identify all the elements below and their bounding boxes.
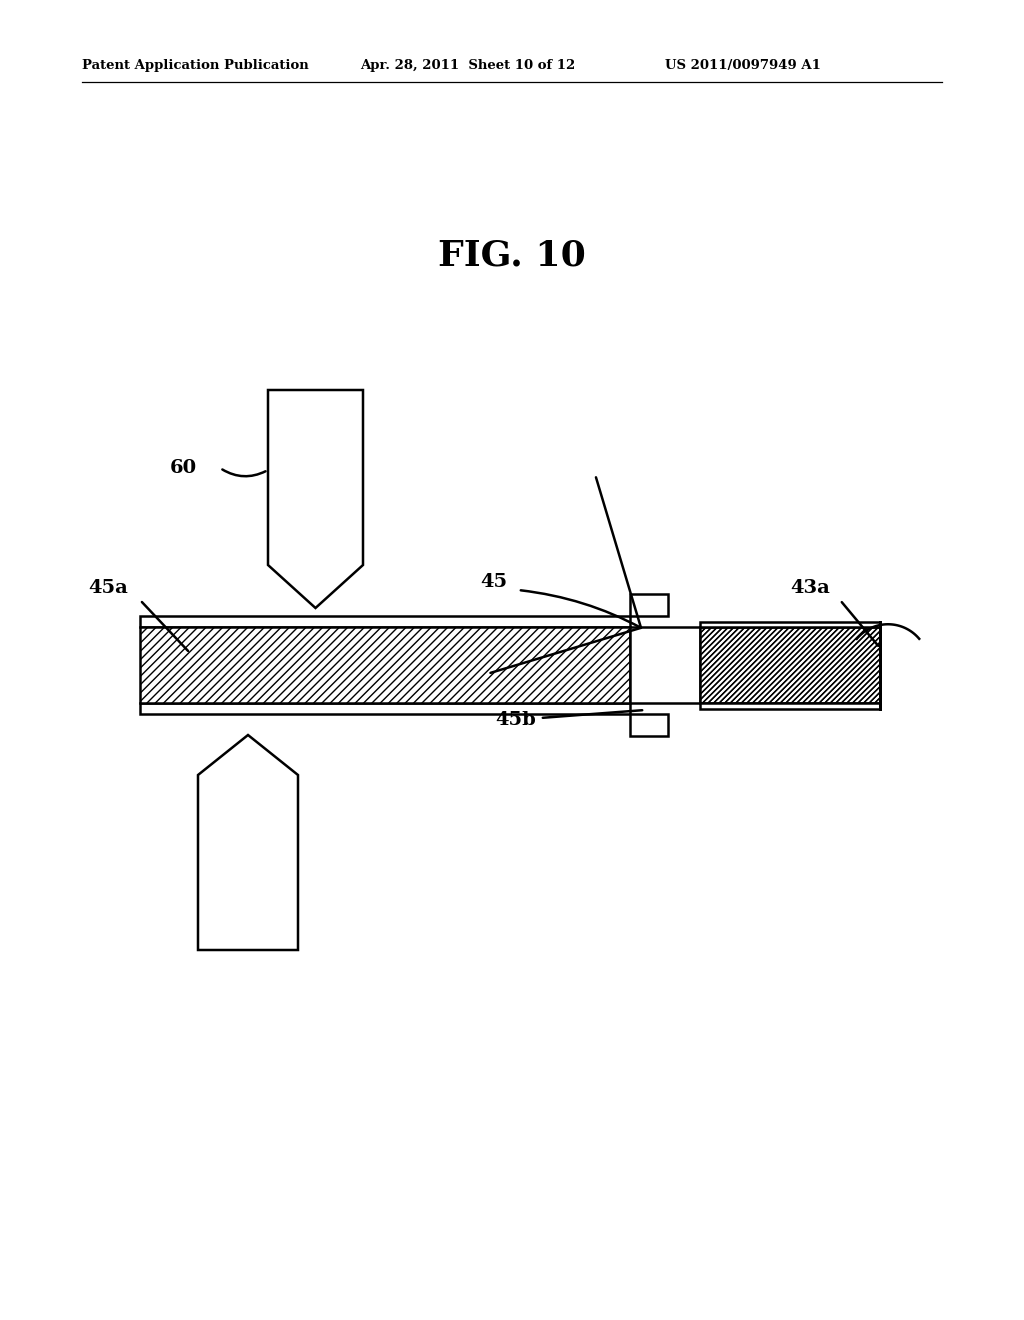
Bar xyxy=(630,627,700,704)
Text: FIG. 10: FIG. 10 xyxy=(438,238,586,272)
Bar xyxy=(700,627,880,704)
Bar xyxy=(700,627,880,704)
Text: 60: 60 xyxy=(170,459,198,477)
Bar xyxy=(700,704,880,709)
Bar xyxy=(140,616,630,627)
Polygon shape xyxy=(198,735,298,950)
Bar xyxy=(630,714,668,737)
Bar xyxy=(700,622,880,627)
Bar xyxy=(140,704,630,714)
Bar xyxy=(630,594,668,616)
Text: 43a: 43a xyxy=(790,579,829,597)
Polygon shape xyxy=(268,389,362,609)
Text: US 2011/0097949 A1: US 2011/0097949 A1 xyxy=(665,58,821,71)
Text: 45: 45 xyxy=(480,573,507,591)
Text: 45b: 45b xyxy=(495,711,536,729)
Text: Patent Application Publication: Patent Application Publication xyxy=(82,58,309,71)
Text: Apr. 28, 2011  Sheet 10 of 12: Apr. 28, 2011 Sheet 10 of 12 xyxy=(360,58,575,71)
Bar xyxy=(140,627,630,704)
Text: 45a: 45a xyxy=(88,579,128,597)
